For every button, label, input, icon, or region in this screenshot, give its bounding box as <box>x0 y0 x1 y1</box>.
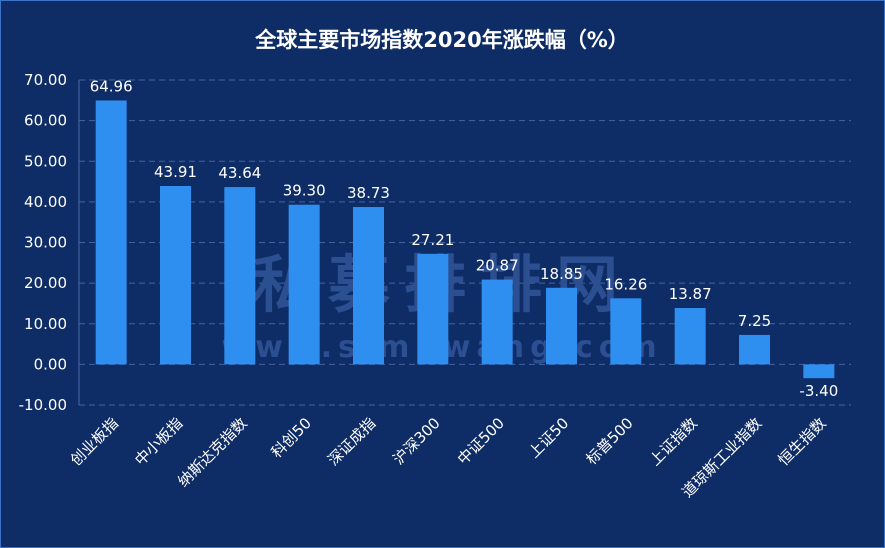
x-category-label: 恒生指数 <box>774 414 829 469</box>
bar <box>95 100 127 365</box>
x-category-label: 纳斯达克指数 <box>174 414 250 490</box>
data-label: 13.87 <box>669 285 712 303</box>
x-category-label: 创业板指 <box>67 414 122 469</box>
bar <box>224 187 256 365</box>
bar <box>803 364 835 379</box>
x-category-label: 深证成指 <box>324 414 379 469</box>
data-label: 27.21 <box>411 231 454 249</box>
x-category-label: 中证500 <box>454 414 508 468</box>
bar <box>674 308 706 365</box>
y-tick-label: 50.00 <box>24 152 67 170</box>
data-label: 16.26 <box>604 275 647 293</box>
data-label: 39.30 <box>283 182 326 200</box>
bar <box>353 207 384 365</box>
data-label: 20.87 <box>476 257 519 275</box>
bar <box>160 185 191 365</box>
data-label: 7.25 <box>738 312 771 330</box>
x-category-label: 上证50 <box>525 414 572 461</box>
y-tick-label: 40.00 <box>24 193 67 211</box>
y-axis-ticks: 70.00 60.00 50.00 40.00 30.00 20.00 10.00 0.00 -… <box>19 71 67 414</box>
bar <box>417 253 449 365</box>
data-label: 18.85 <box>540 265 583 283</box>
data-label: 38.73 <box>347 184 390 202</box>
x-category-label: 沪深300 <box>389 414 443 468</box>
grid-lines <box>79 79 851 406</box>
y-tick-label: 10.00 <box>24 315 67 333</box>
y-tick-label: 20.00 <box>24 274 67 292</box>
y-tick-label: -10.00 <box>19 396 67 414</box>
data-label: 43.64 <box>218 164 261 182</box>
bar <box>739 334 770 365</box>
x-category-label: 标普500 <box>582 414 636 468</box>
y-tick-label: 60.00 <box>24 112 67 130</box>
data-label: 43.91 <box>154 163 197 181</box>
bar <box>610 298 642 365</box>
data-label: -3.40 <box>799 382 838 400</box>
data-labels: 64.96 43.91 43.64 39.30 38.73 27.21 20.87 18.85… <box>90 77 839 400</box>
bar <box>481 279 513 365</box>
y-tick-label: 70.00 <box>24 71 67 89</box>
x-category-label: 上证指数 <box>646 414 701 469</box>
bars <box>95 100 835 379</box>
x-category-label: 科创50 <box>268 414 315 461</box>
bar <box>288 204 320 365</box>
y-tick-label: 30.00 <box>24 234 67 252</box>
bar <box>546 287 577 365</box>
data-label: 64.96 <box>90 77 133 95</box>
x-category-label: 中小板指 <box>131 414 186 469</box>
y-tick-label: 0.00 <box>34 355 67 373</box>
chart-title: 全球主要市场指数2020年涨跌幅（%） <box>254 28 629 52</box>
